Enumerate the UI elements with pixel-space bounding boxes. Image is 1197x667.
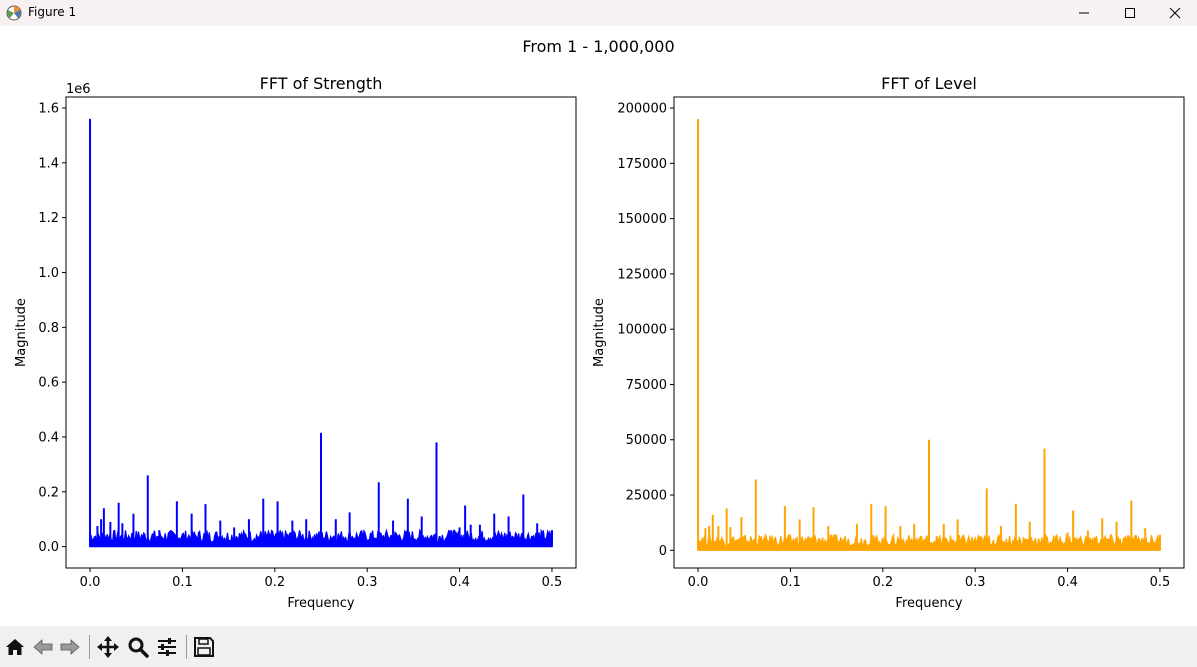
forward-button[interactable]: [57, 635, 83, 659]
window-title: Figure 1: [28, 5, 77, 19]
floppy-disk-icon: [194, 637, 214, 657]
minimize-button[interactable]: [1061, 0, 1107, 26]
pan-button[interactable]: [95, 635, 121, 659]
matplotlib-app-icon: [6, 5, 22, 21]
figure-canvas[interactable]: [0, 26, 1197, 625]
magnifier-icon: [128, 637, 149, 658]
maximize-icon: [1125, 8, 1135, 18]
subplots-button[interactable]: [154, 635, 180, 659]
back-arrow-icon: [33, 639, 53, 655]
window-titlebar: Figure 1: [0, 0, 1197, 26]
home-icon: [6, 639, 24, 655]
navigation-toolbar: [0, 626, 1197, 667]
save-button[interactable]: [191, 635, 217, 659]
zoom-button[interactable]: [125, 635, 151, 659]
home-button[interactable]: [2, 635, 28, 659]
figure-suptitle: From 1 - 1,000,000: [522, 37, 675, 56]
toolbar-separator: [89, 635, 90, 659]
minimize-icon: [1079, 12, 1089, 14]
maximize-button[interactable]: [1107, 0, 1153, 26]
close-button[interactable]: [1152, 0, 1197, 26]
close-icon: [1169, 7, 1181, 19]
forward-arrow-icon: [60, 639, 80, 655]
back-button[interactable]: [30, 635, 56, 659]
sliders-icon: [158, 638, 176, 656]
move-icon: [97, 636, 119, 658]
toolbar-separator: [186, 635, 187, 659]
